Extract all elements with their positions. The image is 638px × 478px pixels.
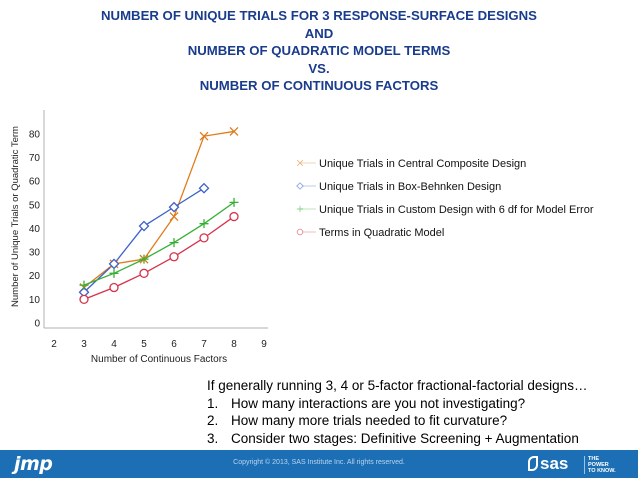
legend-label: Unique Trials in Custom Design with 6 df…: [319, 204, 594, 216]
data-point-series-1: [229, 126, 239, 136]
legend-marker: [296, 182, 304, 190]
y-axis-label: Number of Unique Trials or Quadratic Ter…: [10, 126, 21, 307]
legend-marker: [296, 205, 304, 213]
line-chart: 0 10 20 30 40 50 60 70 80 2 3 4 5 6 7 8 9 Number of Conti…: [10, 110, 594, 365]
data-point-series-4: [109, 282, 119, 293]
legend-marker: [296, 228, 304, 236]
notes-item-text: How many interactions are you not invest…: [231, 395, 526, 411]
tagline-line: THE: [588, 456, 599, 462]
notes-item-text: Consider two stages: Definitive Screenin…: [231, 430, 579, 446]
data-point-series-4: [139, 268, 149, 278]
x-axis-label: Number of Continuous Factors: [91, 354, 227, 365]
notes-item: 1. How many interactions are you not inve…: [207, 395, 627, 413]
data-point-series-3: [229, 197, 239, 207]
x-tick-label: 6: [171, 339, 177, 350]
notes-item: 3. Consider two stages: Definitive Screen…: [207, 430, 627, 448]
sas-logo-text: sas: [540, 454, 569, 473]
notes-item-number: 1.: [207, 395, 219, 411]
data-point-series-2: [108, 258, 120, 270]
title-line: AND: [304, 25, 334, 41]
data-point-series-4: [199, 233, 209, 243]
x-tick-label: 9: [261, 339, 267, 350]
y-tick-label: 40: [29, 224, 41, 235]
legend-marker: [296, 159, 304, 167]
sas-logo: sas: [528, 454, 568, 474]
notes-item-number: 3.: [207, 430, 219, 446]
data-point-series-1: [169, 212, 179, 222]
y-tick-label: 30: [29, 248, 41, 259]
y-tick-label: 60: [29, 177, 41, 188]
legend-label: Unique Trials in Central Composite Desig…: [319, 158, 526, 170]
legend-label: Terms in Quadratic Model: [319, 227, 444, 239]
data-point-series-3: [199, 219, 209, 229]
notes-list: If generally running 3, 4 or 5-factor fr…: [207, 377, 627, 447]
title-line: NUMBER OF CONTINUOUS FACTORS: [199, 78, 439, 93]
y-tick-label: 20: [29, 271, 41, 282]
notes-item-number: 2.: [207, 413, 219, 428]
y-tick-label: 70: [29, 153, 41, 164]
y-tick-label: 50: [29, 200, 41, 211]
data-point-series-2: [168, 201, 180, 213]
tagline-line: TO KNOW.: [588, 468, 616, 474]
x-tick-label: 8: [231, 339, 237, 350]
x-tick-label: 5: [141, 339, 147, 350]
data-point-series-2: [138, 220, 150, 232]
data-point-series-3: [109, 268, 119, 278]
data-point-series-3: [79, 280, 89, 290]
copyright-text: Copyright © 2013, SAS Institute Inc. All…: [233, 459, 405, 466]
y-tick-label: 0: [34, 319, 40, 330]
data-point-series-4: [79, 294, 89, 305]
data-point-series-3: [139, 254, 149, 264]
tagline-line: POWER: [588, 462, 609, 468]
data-point-series-3: [169, 238, 179, 248]
sas-mark-icon: [528, 456, 538, 471]
data-point-series-1: [199, 131, 209, 141]
data-point-series-2: [198, 182, 210, 194]
x-tick-label: 3: [81, 339, 87, 350]
notes-item: 2. How many more trials needed to fit cur…: [207, 412, 627, 430]
jmp-logo: jmp: [14, 453, 53, 475]
x-tick-label: 7: [201, 339, 207, 350]
y-tick-label: 10: [29, 295, 41, 306]
series-line-3: [83, 201, 235, 286]
notes-intro: If generally running 3, 4 or 5-factor fr…: [207, 378, 588, 393]
slide-title: NUMBER OF UNIQUE TRIALS FOR 3 RESPONSE-S…: [0, 7, 638, 95]
x-tick-label: 2: [51, 339, 57, 350]
notes-item-text: How many more trials needed to fit curva…: [231, 413, 508, 428]
title-line: VS.: [308, 60, 330, 76]
sas-tagline: THE POWER TO KNOW.: [584, 456, 616, 474]
data-point-series-4: [229, 211, 239, 222]
title-line: NUMBER OF UNIQUE TRIALS FOR 3 RESPONSE-S…: [101, 8, 537, 23]
series-line-1: [83, 130, 235, 289]
footer-bar: jmp Copyright © 2013, SAS Institute Inc.…: [0, 450, 638, 478]
legend-label: Unique Trials in Box-Behnken Design: [319, 181, 501, 193]
y-tick-label: 80: [29, 129, 41, 140]
x-tick-label: 4: [111, 339, 117, 350]
series-line-4: [83, 216, 235, 300]
title-line: NUMBER OF QUADRATIC MODEL TERMS: [187, 43, 451, 58]
data-point-series-4: [169, 252, 179, 262]
